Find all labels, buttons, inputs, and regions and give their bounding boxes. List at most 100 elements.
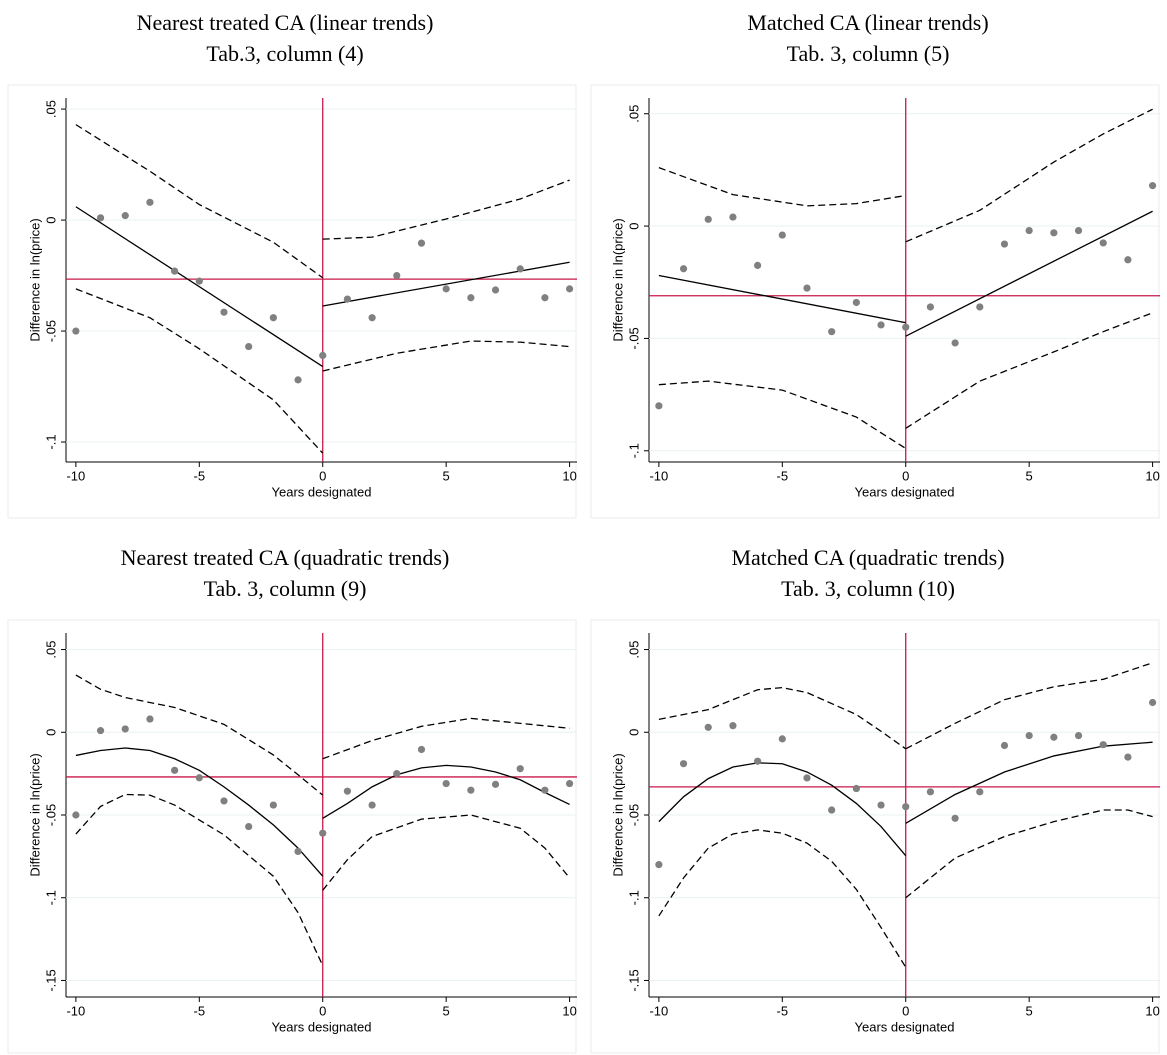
y-tick-label: .05 (626, 641, 641, 659)
confidence-band (905, 662, 1153, 750)
data-point (803, 284, 811, 292)
x-tick-label: -10 (649, 468, 668, 483)
chart-subtitle: Tab. 3, column (10) (781, 576, 955, 601)
data-point (442, 779, 450, 788)
x-tick-label: -5 (194, 1003, 206, 1018)
data-point (541, 294, 549, 302)
data-point (852, 784, 860, 793)
data-point (976, 788, 984, 796)
data-point (245, 342, 253, 351)
fit-line (75, 747, 324, 877)
x-tick-label: 0 (319, 1003, 326, 1018)
data-point (877, 321, 885, 329)
panel-background (590, 84, 1160, 519)
data-point (1074, 731, 1083, 740)
confidence-band (905, 809, 1153, 899)
x-axis-label: Years designated (272, 1019, 372, 1034)
data-point (729, 722, 737, 730)
chart-title: Nearest treated CA (quadratic trends) (121, 545, 450, 570)
data-point (319, 829, 327, 837)
data-point (1050, 229, 1058, 237)
y-tick-label: -.15 (626, 969, 641, 991)
panel-background (7, 84, 577, 519)
data-point (828, 328, 836, 336)
data-point (902, 803, 910, 811)
fit-line (658, 762, 907, 857)
y-tick-label: .05 (43, 641, 58, 659)
data-point (368, 314, 376, 322)
data-point (754, 261, 762, 269)
x-tick-label: -10 (66, 468, 85, 483)
fit-line (75, 206, 324, 368)
data-point (926, 303, 935, 311)
x-tick-label: 0 (902, 1003, 909, 1018)
data-point (96, 727, 105, 735)
data-point (704, 215, 712, 223)
y-tick-label: 0 (43, 216, 58, 223)
data-point (343, 295, 352, 303)
data-point (729, 213, 737, 221)
data-point (195, 774, 203, 782)
y-tick-label: -.15 (43, 969, 58, 991)
y-tick-label: -.1 (626, 443, 641, 458)
y-axis-label: Difference in ln(price) (27, 753, 42, 876)
data-point (220, 797, 228, 805)
x-tick-label: 5 (1026, 468, 1033, 483)
y-tick-label: -.05 (626, 804, 641, 826)
panel-background (590, 619, 1160, 1054)
y-axis-label: Difference in ln(price) (610, 753, 625, 876)
panel: Matched CA (quadratic trends) Tab. 3, col… (590, 545, 1160, 1054)
y-tick-label: -.1 (43, 890, 58, 905)
data-point (828, 806, 836, 814)
chart-subtitle: Tab. 3, column (9) (204, 576, 367, 601)
panel: Matched CA (linear trends) Tab. 3, column… (590, 10, 1160, 519)
y-axis-label: Difference in ln(price) (27, 218, 42, 341)
x-tick-label: -5 (194, 468, 206, 483)
data-point (902, 323, 910, 331)
data-point (1124, 753, 1132, 761)
y-tick-label: .05 (626, 105, 641, 123)
y-tick-label: 0 (626, 729, 641, 736)
data-point (294, 376, 302, 384)
confidence-band (658, 829, 907, 968)
data-point (541, 786, 549, 794)
data-point (491, 286, 500, 294)
y-tick-label: -.05 (43, 804, 58, 826)
data-point (655, 402, 663, 410)
data-point (417, 239, 426, 247)
y-tick-label: -.1 (626, 890, 641, 905)
data-point (655, 861, 663, 869)
data-point (565, 779, 574, 788)
x-axis-label: Years designated (855, 1019, 955, 1034)
chart-title: Matched CA (quadratic trends) (731, 545, 1004, 570)
data-point (146, 198, 154, 206)
x-tick-label: 0 (319, 468, 326, 483)
data-point (171, 267, 179, 275)
data-point (121, 725, 129, 733)
x-tick-label: 10 (1145, 468, 1159, 483)
x-tick-label: 10 (1145, 1003, 1159, 1018)
data-point (343, 787, 352, 795)
data-point (976, 303, 984, 311)
data-point (1124, 256, 1132, 264)
data-point (679, 760, 688, 768)
data-point (778, 735, 786, 743)
y-tick-label: -.05 (43, 320, 58, 342)
data-point (294, 847, 302, 855)
data-point (72, 327, 80, 335)
data-point (852, 298, 860, 307)
data-point (442, 285, 450, 293)
data-point (368, 801, 376, 809)
data-point (565, 285, 574, 293)
data-point (803, 774, 811, 782)
data-point (393, 770, 401, 778)
confidence-band (322, 179, 570, 240)
x-tick-label: 0 (902, 468, 909, 483)
data-point (516, 765, 524, 773)
x-tick-label: 5 (443, 1003, 450, 1018)
chart-subtitle: Tab. 3, column (5) (787, 41, 950, 66)
fit-line (905, 741, 1153, 824)
x-tick-label: -5 (777, 468, 789, 483)
data-point (1099, 741, 1107, 749)
y-tick-label: 0 (626, 222, 641, 229)
